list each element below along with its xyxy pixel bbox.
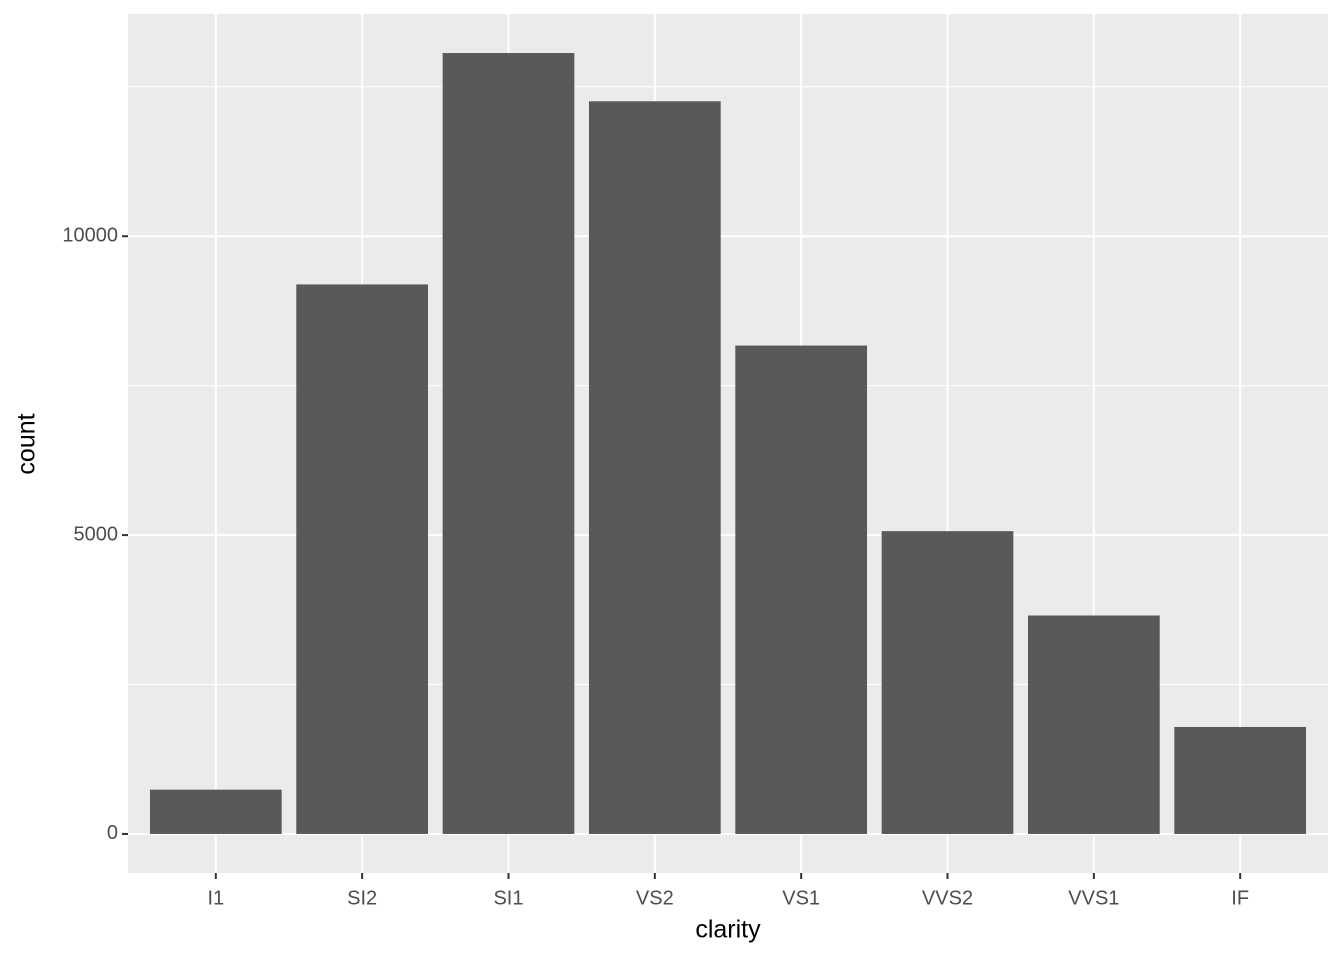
bar bbox=[296, 284, 428, 834]
x-tick-label: SI1 bbox=[493, 887, 523, 909]
x-tick-label: IF bbox=[1231, 887, 1249, 909]
x-axis-title: clarity bbox=[695, 916, 761, 944]
x-tick-label: VVS1 bbox=[1068, 887, 1119, 909]
bar bbox=[881, 531, 1014, 834]
bar bbox=[442, 53, 575, 834]
bar bbox=[1174, 726, 1307, 834]
y-axis-title: count bbox=[13, 413, 41, 474]
bar bbox=[149, 789, 282, 834]
y-tick-label: 5000 bbox=[74, 523, 119, 545]
x-tick-label: VVS2 bbox=[922, 887, 973, 909]
y-tick-label: 10000 bbox=[62, 225, 118, 247]
x-tick-label: I1 bbox=[207, 887, 224, 909]
x-tick-label: VS1 bbox=[782, 887, 820, 909]
y-tick-label: 0 bbox=[107, 822, 118, 844]
bar bbox=[1028, 615, 1160, 834]
bar bbox=[735, 345, 868, 834]
x-tick-label: SI2 bbox=[347, 887, 377, 909]
x-tick-label: VS2 bbox=[636, 887, 674, 909]
bar bbox=[588, 101, 721, 834]
